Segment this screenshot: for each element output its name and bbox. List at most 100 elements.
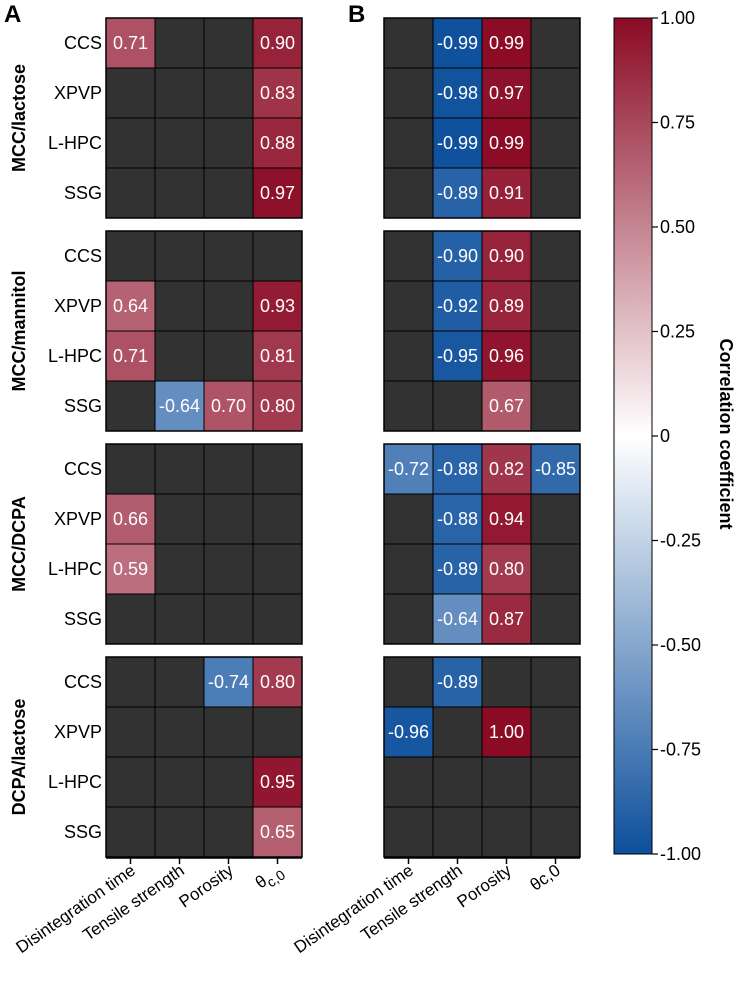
cell-value-label: 0.93 xyxy=(260,296,295,316)
group-label: MCC/lactose xyxy=(9,64,29,172)
heatmap-cell xyxy=(481,806,532,858)
cell-value-label: 0.64 xyxy=(113,296,148,316)
row-label: CCS xyxy=(64,33,102,53)
cell-value-label: 0.90 xyxy=(489,246,524,266)
heatmap-cell xyxy=(105,117,156,169)
heatmap-cell xyxy=(252,380,303,432)
colorbar-tick-label: -0.50 xyxy=(660,635,701,655)
group-label: MCC/mannitol xyxy=(9,271,29,392)
heatmap-cell xyxy=(203,706,254,758)
heatmap-cell xyxy=(203,17,254,69)
heatmap-cell xyxy=(530,656,581,708)
cell-value-label: 0.71 xyxy=(113,346,148,366)
heatmap-cell xyxy=(154,443,205,495)
heatmap-cell xyxy=(203,280,254,332)
cell-value-label: 0.90 xyxy=(260,33,295,53)
heatmap-cell xyxy=(383,230,434,282)
heatmap-cell xyxy=(105,756,156,808)
cell-value-label: 0.88 xyxy=(260,133,295,153)
cell-value-label: -0.89 xyxy=(437,559,478,579)
group-border xyxy=(105,656,303,858)
cell-value-label: 0.97 xyxy=(260,183,295,203)
heatmap-cell xyxy=(530,330,581,382)
group-border xyxy=(383,17,581,219)
heatmap-cell xyxy=(432,67,483,119)
cell-value-label: 0.82 xyxy=(489,459,524,479)
heatmap-cell xyxy=(105,17,156,69)
cell-value-label: 0.87 xyxy=(489,609,524,629)
cell-value-label: -0.92 xyxy=(437,296,478,316)
column-label: Porosity xyxy=(176,860,238,911)
cell-value-label: 0.95 xyxy=(260,772,295,792)
colorbar-tick-label: 1.00 xyxy=(660,8,695,28)
cell-value-label: -0.95 xyxy=(437,346,478,366)
heatmap-cell xyxy=(252,806,303,858)
group-border xyxy=(105,443,303,645)
row-label: XPVP xyxy=(54,722,102,742)
cell-value-label: 0.65 xyxy=(260,822,295,842)
colorbar-tick-label: 0.50 xyxy=(660,217,695,237)
heatmap-cell xyxy=(154,593,205,645)
heatmap-cell xyxy=(481,656,532,708)
heatmap-cell xyxy=(154,706,205,758)
heatmap-cell xyxy=(252,17,303,69)
heatmap-cell xyxy=(203,593,254,645)
heatmap-cell xyxy=(154,280,205,332)
heatmap-cell xyxy=(481,593,532,645)
heatmap-cell xyxy=(154,17,205,69)
heatmap-cell xyxy=(252,493,303,545)
heatmap-cell xyxy=(383,593,434,645)
heatmap-cell xyxy=(383,543,434,595)
heatmap-cell xyxy=(383,280,434,332)
cell-value-label: 0.80 xyxy=(489,559,524,579)
heatmap-cell xyxy=(154,493,205,545)
heatmap-cell xyxy=(383,656,434,708)
heatmap-cell xyxy=(105,167,156,219)
heatmap-cell xyxy=(154,656,205,708)
colorbar-gradient xyxy=(613,17,653,855)
heatmap-panel-a: A 0.71 0.90 0.83 0.88 0.97 0.64 0.93 0.71 0.81 -0.… xyxy=(4,1,303,957)
heatmap-cell xyxy=(481,17,532,69)
cell-value-label: -0.64 xyxy=(437,609,478,629)
heatmap-cell xyxy=(154,167,205,219)
row-label: L-HPC xyxy=(48,772,102,792)
row-label: SSG xyxy=(64,609,102,629)
heatmap-cell xyxy=(203,543,254,595)
group-label: DCPA/lactose xyxy=(9,699,29,816)
heatmap-cell xyxy=(154,756,205,808)
heatmap-cell xyxy=(203,117,254,169)
heatmap-cell xyxy=(383,17,434,69)
column-label: θc,0 xyxy=(252,861,288,896)
heatmap-cell xyxy=(154,117,205,169)
heatmap-cell xyxy=(383,330,434,382)
heatmap-cell xyxy=(432,706,483,758)
heatmap-cell xyxy=(105,806,156,858)
heatmap-cell xyxy=(105,380,156,432)
cell-value-label: -0.85 xyxy=(535,459,576,479)
heatmap-cell xyxy=(383,756,434,808)
heatmap-cell xyxy=(530,756,581,808)
heatmap-cell xyxy=(530,17,581,69)
group-label: MCC/DCPA xyxy=(9,496,29,592)
panel-letter-a: A xyxy=(4,1,21,28)
row-label: CCS xyxy=(64,459,102,479)
heatmap-cell xyxy=(432,493,483,545)
cell-value-label: 0.99 xyxy=(489,33,524,53)
cell-value-label: 0.94 xyxy=(489,509,524,529)
cell-value-label: 0.71 xyxy=(113,33,148,53)
heatmap-cell xyxy=(252,280,303,332)
heatmap-cell xyxy=(432,806,483,858)
colorbar-title: Correlation coefficient xyxy=(716,338,736,529)
heatmap-cell xyxy=(203,330,254,382)
row-label: XPVP xyxy=(54,83,102,103)
column-label: θc,0 xyxy=(527,861,564,895)
heatmap-cell xyxy=(154,806,205,858)
cell-value-label: 0.91 xyxy=(489,183,524,203)
heatmap-cell xyxy=(481,330,532,382)
colorbar-tick-label: 0.75 xyxy=(660,113,695,133)
group-border xyxy=(383,656,581,858)
group-border xyxy=(383,230,581,432)
cell-value-label: 0.83 xyxy=(260,83,295,103)
cell-value-label: -0.96 xyxy=(388,722,429,742)
heatmap-cell xyxy=(203,493,254,545)
